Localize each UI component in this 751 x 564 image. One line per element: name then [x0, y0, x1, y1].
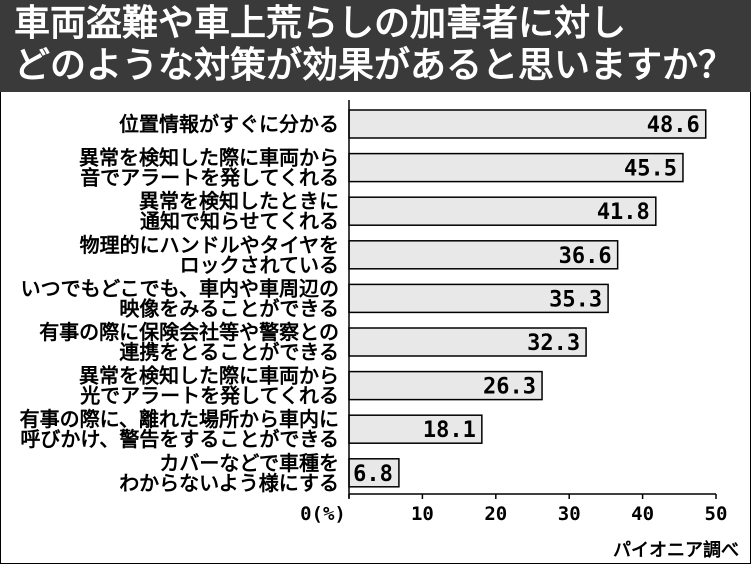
category-label-9-line-1: カバーなどで車種を — [159, 451, 339, 475]
bar-6 — [348, 327, 587, 357]
category-label-2-line-1: 異常を検知した際に車両から — [79, 146, 339, 170]
category-label-8-line-2: 呼びかけ、警告をすることができる — [20, 427, 339, 451]
bar-3 — [348, 196, 657, 226]
value-label-3: 41.8 — [597, 200, 650, 225]
category-label-4-line-1: 物理的にハンドルやタイヤを — [80, 233, 339, 257]
bar-9 — [348, 458, 400, 488]
category-label-6-line-1: 有事の際に保険会社等や警察との — [39, 320, 339, 344]
value-label-5: 35.3 — [549, 287, 602, 312]
bar-2 — [348, 152, 684, 183]
x-tick-label-50: 50 — [705, 503, 728, 525]
category-label-2-line-2: 音でアラートを発してくれる — [80, 166, 339, 190]
category-label-3-line-1: 異常を検知したときに — [139, 189, 339, 213]
value-label-8: 18.1 — [423, 418, 476, 443]
bar-5 — [348, 283, 609, 314]
chart-title-line-2: どのような対策が効果があると思いますか？ — [14, 45, 735, 86]
x-tick-label-30: 30 — [558, 503, 581, 525]
x-tick-label-0: 0(%) — [300, 503, 346, 525]
chart-title-line-1: 車両盗難や車上荒らしの加害者に対し — [14, 3, 627, 44]
value-label-6: 32.3 — [527, 331, 580, 356]
category-label-4-line-2: ロックされている — [180, 253, 339, 277]
x-tick-label-40: 40 — [631, 503, 654, 525]
category-label-6-line-2: 連携をとることができる — [119, 340, 339, 364]
category-label-5-line-2: 映像をみることができる — [119, 296, 339, 320]
category-label-9-line-2: わからないよう様にする — [119, 471, 339, 495]
title-banner: 車両盗難や車上荒らしの加害者に対し どのような対策が効果があると思いますか？ — [0, 0, 751, 92]
category-label-1: 位置情報がすぐに分かる — [119, 112, 339, 136]
category-label-3-line-2: 通知で知らせてくれる — [140, 209, 339, 233]
value-label-7: 26.3 — [483, 375, 536, 400]
value-label-4: 36.6 — [559, 244, 612, 269]
bar-4 — [348, 240, 619, 270]
category-label-8-line-1: 有事の際に、離れた場所から車内に — [20, 407, 339, 431]
category-label-7-line-2: 光でアラートを発してくれる — [79, 384, 339, 408]
category-label-5-line-1: いつでもどこでも、車内や車周辺の — [21, 276, 339, 300]
value-label-9: 6.8 — [353, 462, 393, 487]
value-label-1: 48.6 — [647, 113, 700, 138]
category-label-7-line-1: 異常を検知した際に車両から — [79, 364, 339, 388]
bar-8 — [348, 414, 483, 444]
value-label-2: 45.5 — [624, 157, 677, 182]
source-credit: パイオニア調べ — [613, 540, 739, 561]
x-tick-label-10: 10 — [411, 503, 434, 525]
x-tick-label-20: 20 — [484, 503, 507, 525]
